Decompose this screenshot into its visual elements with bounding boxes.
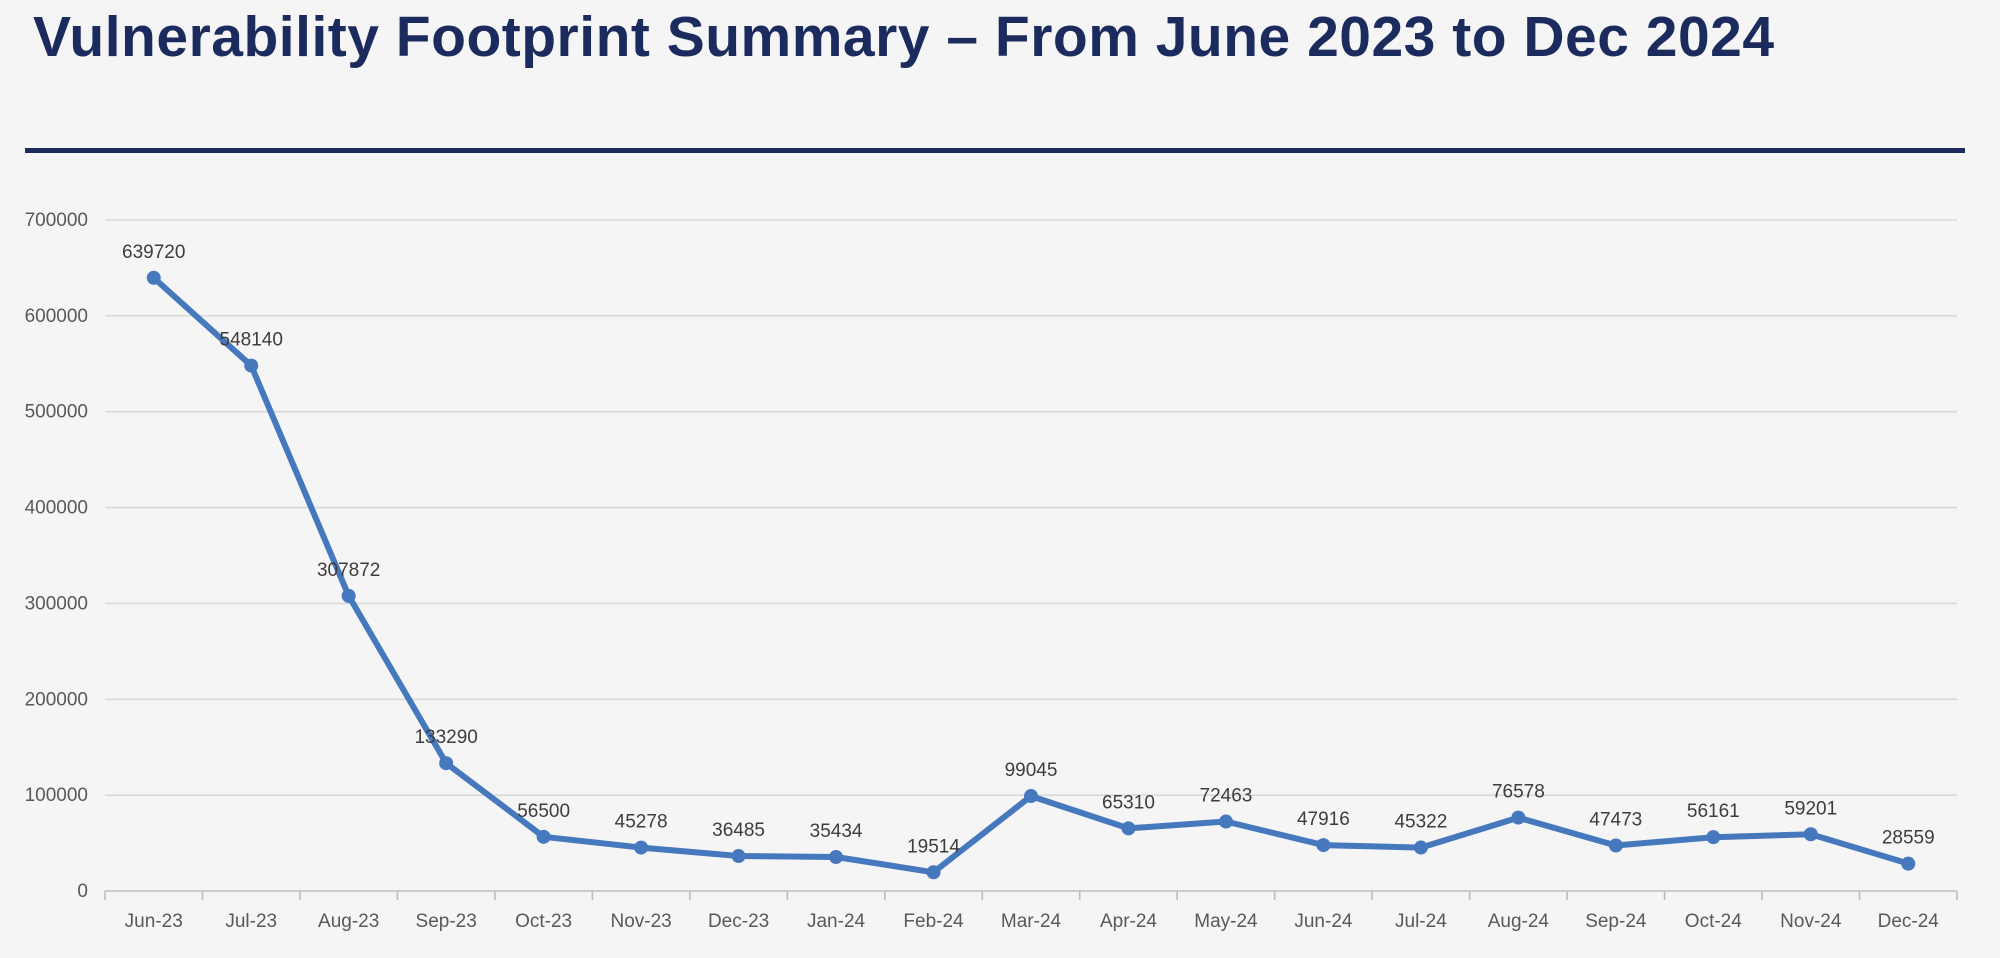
y-axis-label: 100000	[25, 785, 88, 806]
x-axis-label: Jan-24	[807, 911, 866, 932]
x-axis-label: Oct-24	[1685, 911, 1742, 932]
data-label: 47916	[1297, 809, 1350, 830]
x-axis-label: Jul-23	[225, 911, 277, 932]
data-point-marker	[244, 358, 259, 373]
title-divider	[25, 148, 1965, 153]
x-axis-label: Oct-23	[515, 911, 572, 932]
data-label: 72463	[1200, 786, 1253, 807]
x-axis-label: Aug-24	[1488, 911, 1550, 932]
data-point-marker	[1803, 827, 1818, 842]
data-point-marker	[1121, 821, 1136, 836]
data-point-marker	[1316, 838, 1331, 853]
data-point-marker	[829, 850, 844, 865]
y-axis-label: 400000	[25, 498, 88, 519]
data-point-marker	[1511, 810, 1526, 825]
data-label: 65310	[1102, 792, 1155, 813]
data-point-marker	[536, 829, 551, 844]
data-label: 45278	[615, 812, 668, 833]
data-point-marker	[731, 849, 746, 864]
x-axis-label: Jun-24	[1294, 911, 1353, 932]
y-axis-label: 200000	[25, 689, 88, 710]
data-point-marker	[1218, 814, 1233, 829]
data-label: 56161	[1687, 801, 1740, 822]
data-label: 133290	[414, 727, 477, 748]
data-label: 59201	[1784, 798, 1837, 819]
y-axis-label: 500000	[25, 402, 88, 423]
data-label: 45322	[1394, 812, 1447, 833]
data-point-marker	[341, 588, 356, 603]
data-label: 307872	[317, 560, 380, 581]
page-title: Vulnerability Footprint Summary – From J…	[33, 5, 1775, 69]
x-axis-label: May-24	[1194, 911, 1258, 932]
x-axis-label: Dec-23	[708, 911, 769, 932]
series-line	[150, 274, 1912, 876]
data-label: 56500	[517, 801, 570, 822]
data-label: 99045	[1005, 760, 1058, 781]
data-label: 28559	[1882, 828, 1935, 849]
data-label: 639720	[122, 242, 185, 263]
x-axis-label: Dec-24	[1878, 911, 1940, 932]
data-point-marker	[439, 756, 454, 771]
data-point-marker	[146, 270, 161, 285]
data-point-marker	[1608, 838, 1623, 853]
data-point-marker	[926, 865, 941, 880]
x-axis-label: Sep-24	[1585, 911, 1647, 932]
y-axis-label: 300000	[25, 593, 88, 614]
data-label: 47473	[1589, 809, 1642, 830]
data-label: 36485	[712, 820, 765, 841]
data-label: 35434	[810, 821, 863, 842]
x-axis-label: Apr-24	[1100, 911, 1157, 932]
x-axis-label: Nov-24	[1780, 911, 1842, 932]
y-axis-label: 700000	[25, 210, 88, 231]
data-label: 19514	[907, 836, 960, 857]
y-axis-label: 0	[77, 881, 88, 902]
data-point-marker	[634, 840, 649, 855]
x-axis-label: Nov-23	[610, 911, 671, 932]
data-point-marker	[1024, 789, 1038, 804]
x-axis-label: Jun-23	[125, 911, 183, 932]
x-axis-label: Mar-24	[1001, 911, 1062, 932]
data-label: 548140	[220, 330, 283, 351]
data-point-marker	[1413, 840, 1428, 855]
x-axis-label: Feb-24	[903, 911, 964, 932]
data-label: 76578	[1492, 782, 1545, 803]
data-point-marker	[1706, 830, 1721, 845]
data-point-marker	[1901, 856, 1916, 871]
x-axis-label: Aug-23	[318, 911, 379, 932]
x-axis-label: Jul-24	[1395, 911, 1447, 932]
x-axis-label: Sep-23	[416, 911, 477, 932]
y-axis-label: 600000	[25, 306, 88, 327]
